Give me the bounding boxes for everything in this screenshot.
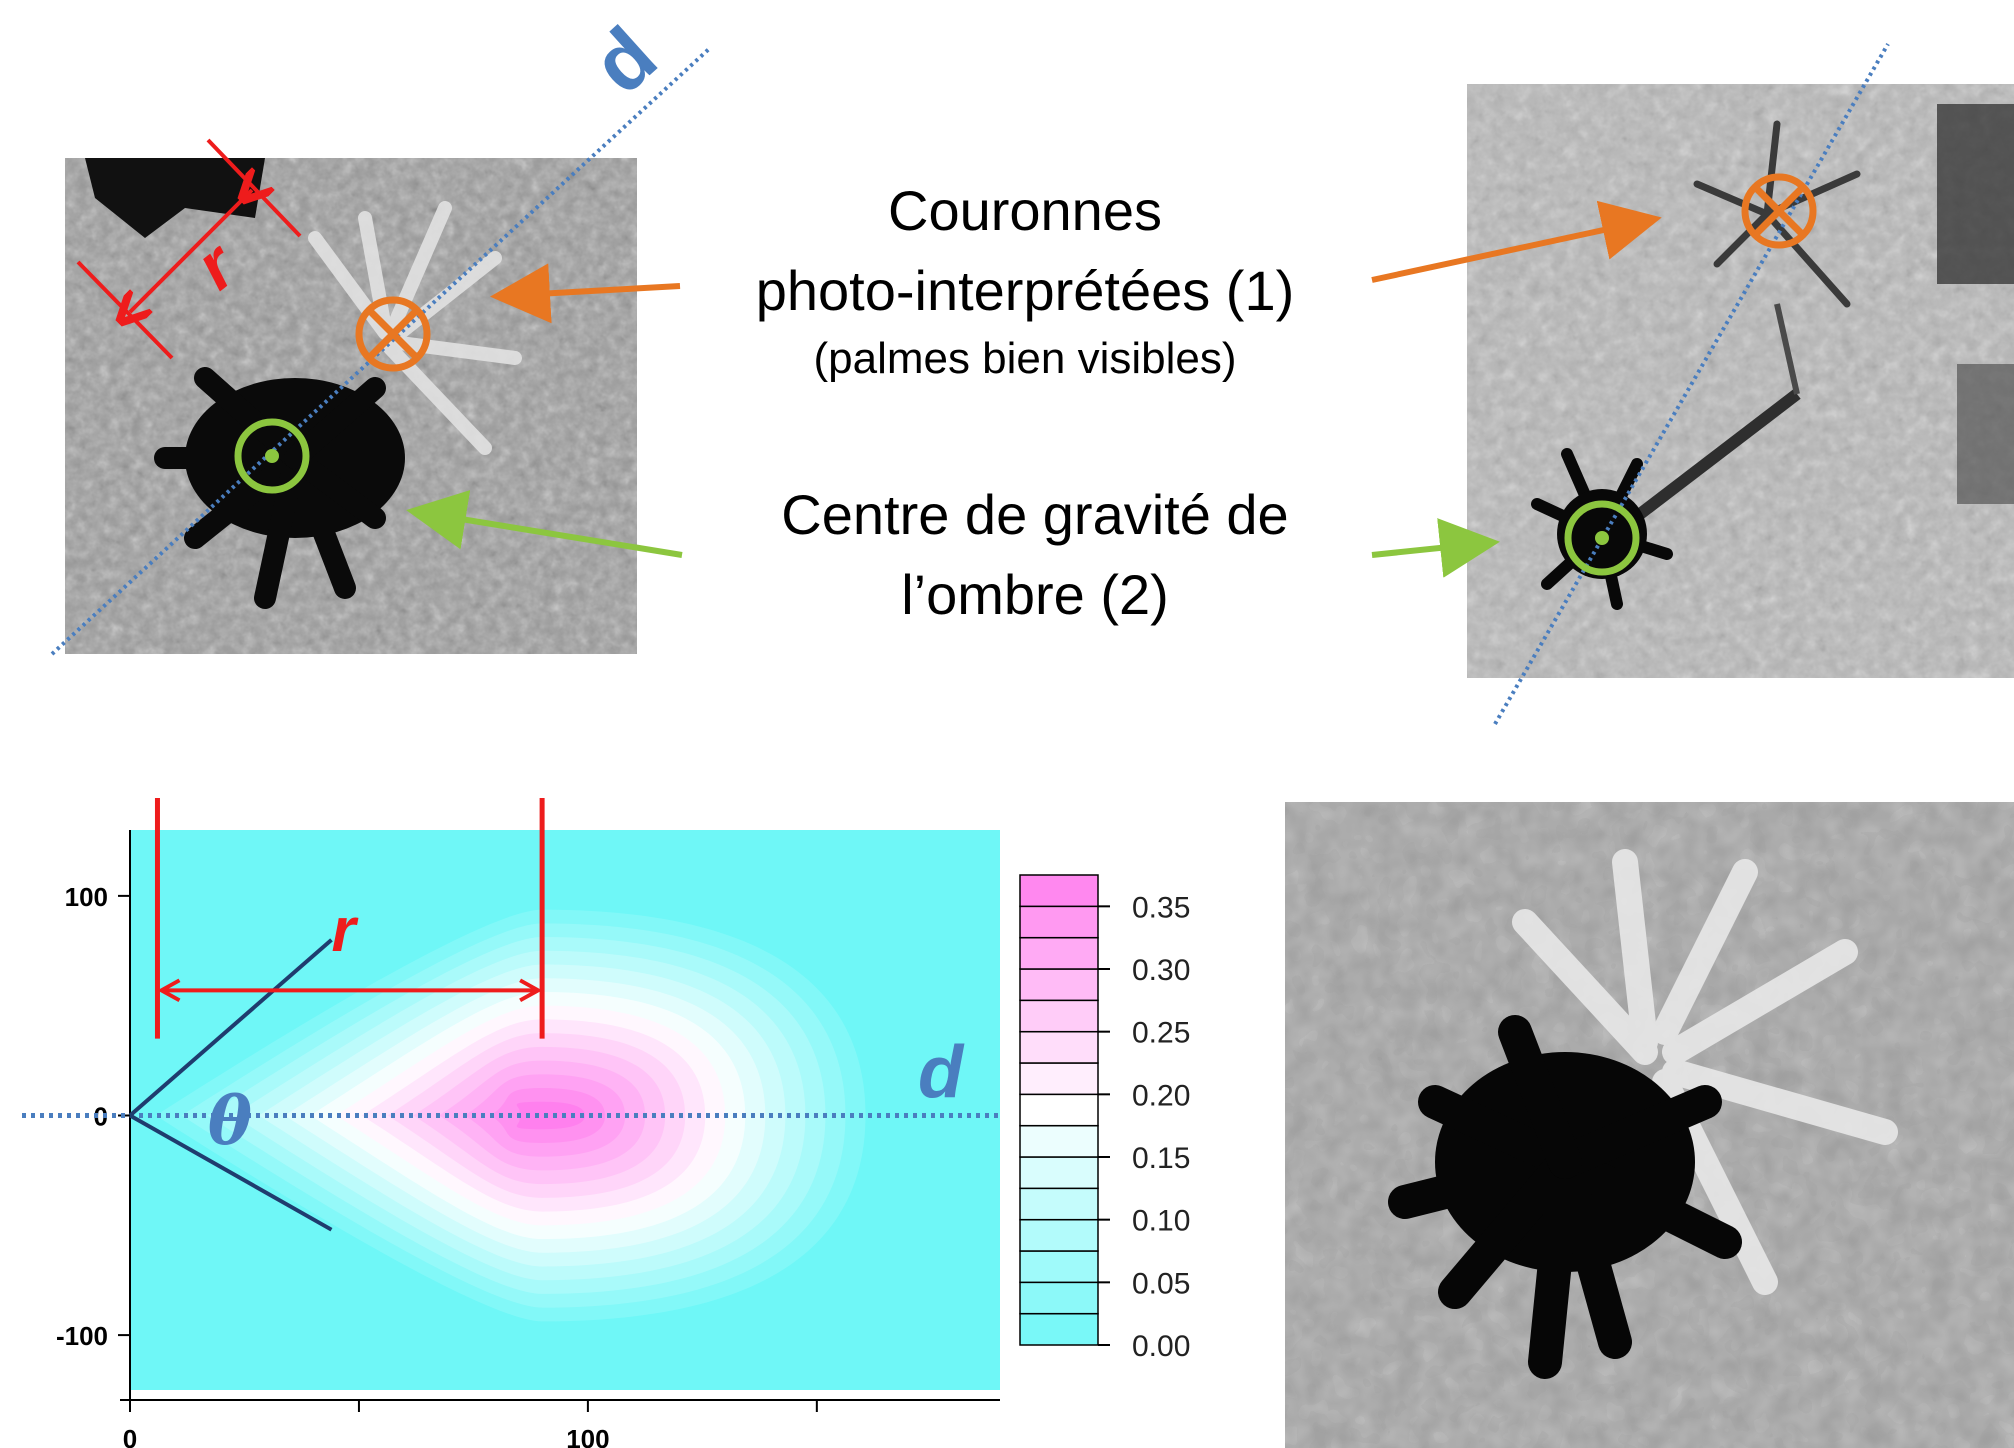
colorbar-cell <box>1019 874 1099 908</box>
colorbar-cell <box>1019 1093 1099 1127</box>
colorbar-label: 0.15 <box>1132 1142 1190 1175</box>
shadow-marker-left <box>234 418 310 494</box>
colorbar-cell <box>1019 968 1099 1002</box>
density-contour <box>516 1101 586 1130</box>
colorbar-label: 0.25 <box>1132 1017 1190 1050</box>
theta-line-upper <box>128 938 333 1117</box>
shadow-arrow-left <box>406 490 683 558</box>
x-tick-label: 0 <box>123 1424 137 1448</box>
colorbar-label: 0.05 <box>1132 1267 1190 1300</box>
theta-line-lower <box>129 1113 333 1232</box>
palm-crown-zoom <box>1512 849 1898 1295</box>
shadow-label-line1: Centre de gravité de <box>781 483 1289 546</box>
crown-marker-left <box>355 296 431 372</box>
colorbar-cell <box>1019 1218 1099 1252</box>
colorbar-cell <box>1019 1250 1099 1284</box>
colorbar: 0.35 0.30 0.25 0.20 0.15 0.10 0.05 0.00 <box>1019 874 1190 1363</box>
symbol-d-chart: d <box>918 1030 965 1113</box>
y-tick-label: 100 <box>65 882 108 912</box>
radius-measure-left <box>76 138 302 360</box>
radius-arrow-head-right <box>519 978 543 1003</box>
symbol-r-chart: r <box>331 896 358 965</box>
crowns-label-note: (palmes bien visibles) <box>813 334 1237 383</box>
aerial-image-zoom <box>1285 802 2014 1448</box>
palm-shadow-zoom <box>1388 1015 1742 1379</box>
x-tick-label: 100 <box>566 1424 609 1448</box>
colorbar-label: 0.20 <box>1132 1079 1190 1112</box>
density-heatmap-chart: 100 0 -100 0 100 0.35 0.30 0.25 0.20 0.15 0.10 0.0… <box>22 798 1190 1448</box>
colorbar-cell <box>1019 1281 1099 1315</box>
colorbar-label: 0.00 <box>1132 1330 1190 1363</box>
crowns-label-line1: Couronnes <box>888 179 1162 242</box>
crown-marker-right <box>1741 173 1817 249</box>
crown-arrow-right <box>1371 200 1662 283</box>
y-tick-label: 0 <box>94 1101 108 1131</box>
aerial-image-right <box>1467 84 2014 678</box>
crowns-label-line2: photo-interprétées (1) <box>755 259 1295 322</box>
shadow-marker-right <box>1564 500 1640 576</box>
chart-axes: 100 0 -100 0 100 <box>56 830 1000 1448</box>
chart-annotations: r d θ <box>22 798 1000 1232</box>
colorbar-label: 0.35 <box>1132 891 1190 924</box>
colorbar-cell <box>1019 999 1099 1033</box>
crown-arrow-left <box>490 263 681 324</box>
colorbar-cell <box>1019 1030 1099 1064</box>
symbol-theta-chart: θ <box>208 1082 252 1160</box>
shadow-label-line2: l’ombre (2) <box>901 563 1169 626</box>
colorbar-label: 0.30 <box>1132 954 1190 987</box>
colorbar-label: 0.10 <box>1132 1205 1190 1238</box>
distance-axis-right <box>1493 42 1890 726</box>
radius-arrow-head-left <box>157 978 181 1003</box>
shadow-arrow-right <box>1371 518 1500 578</box>
colorbar-cell <box>1019 905 1099 939</box>
distance-axis-left <box>50 46 712 656</box>
y-tick-label: -100 <box>56 1321 108 1351</box>
